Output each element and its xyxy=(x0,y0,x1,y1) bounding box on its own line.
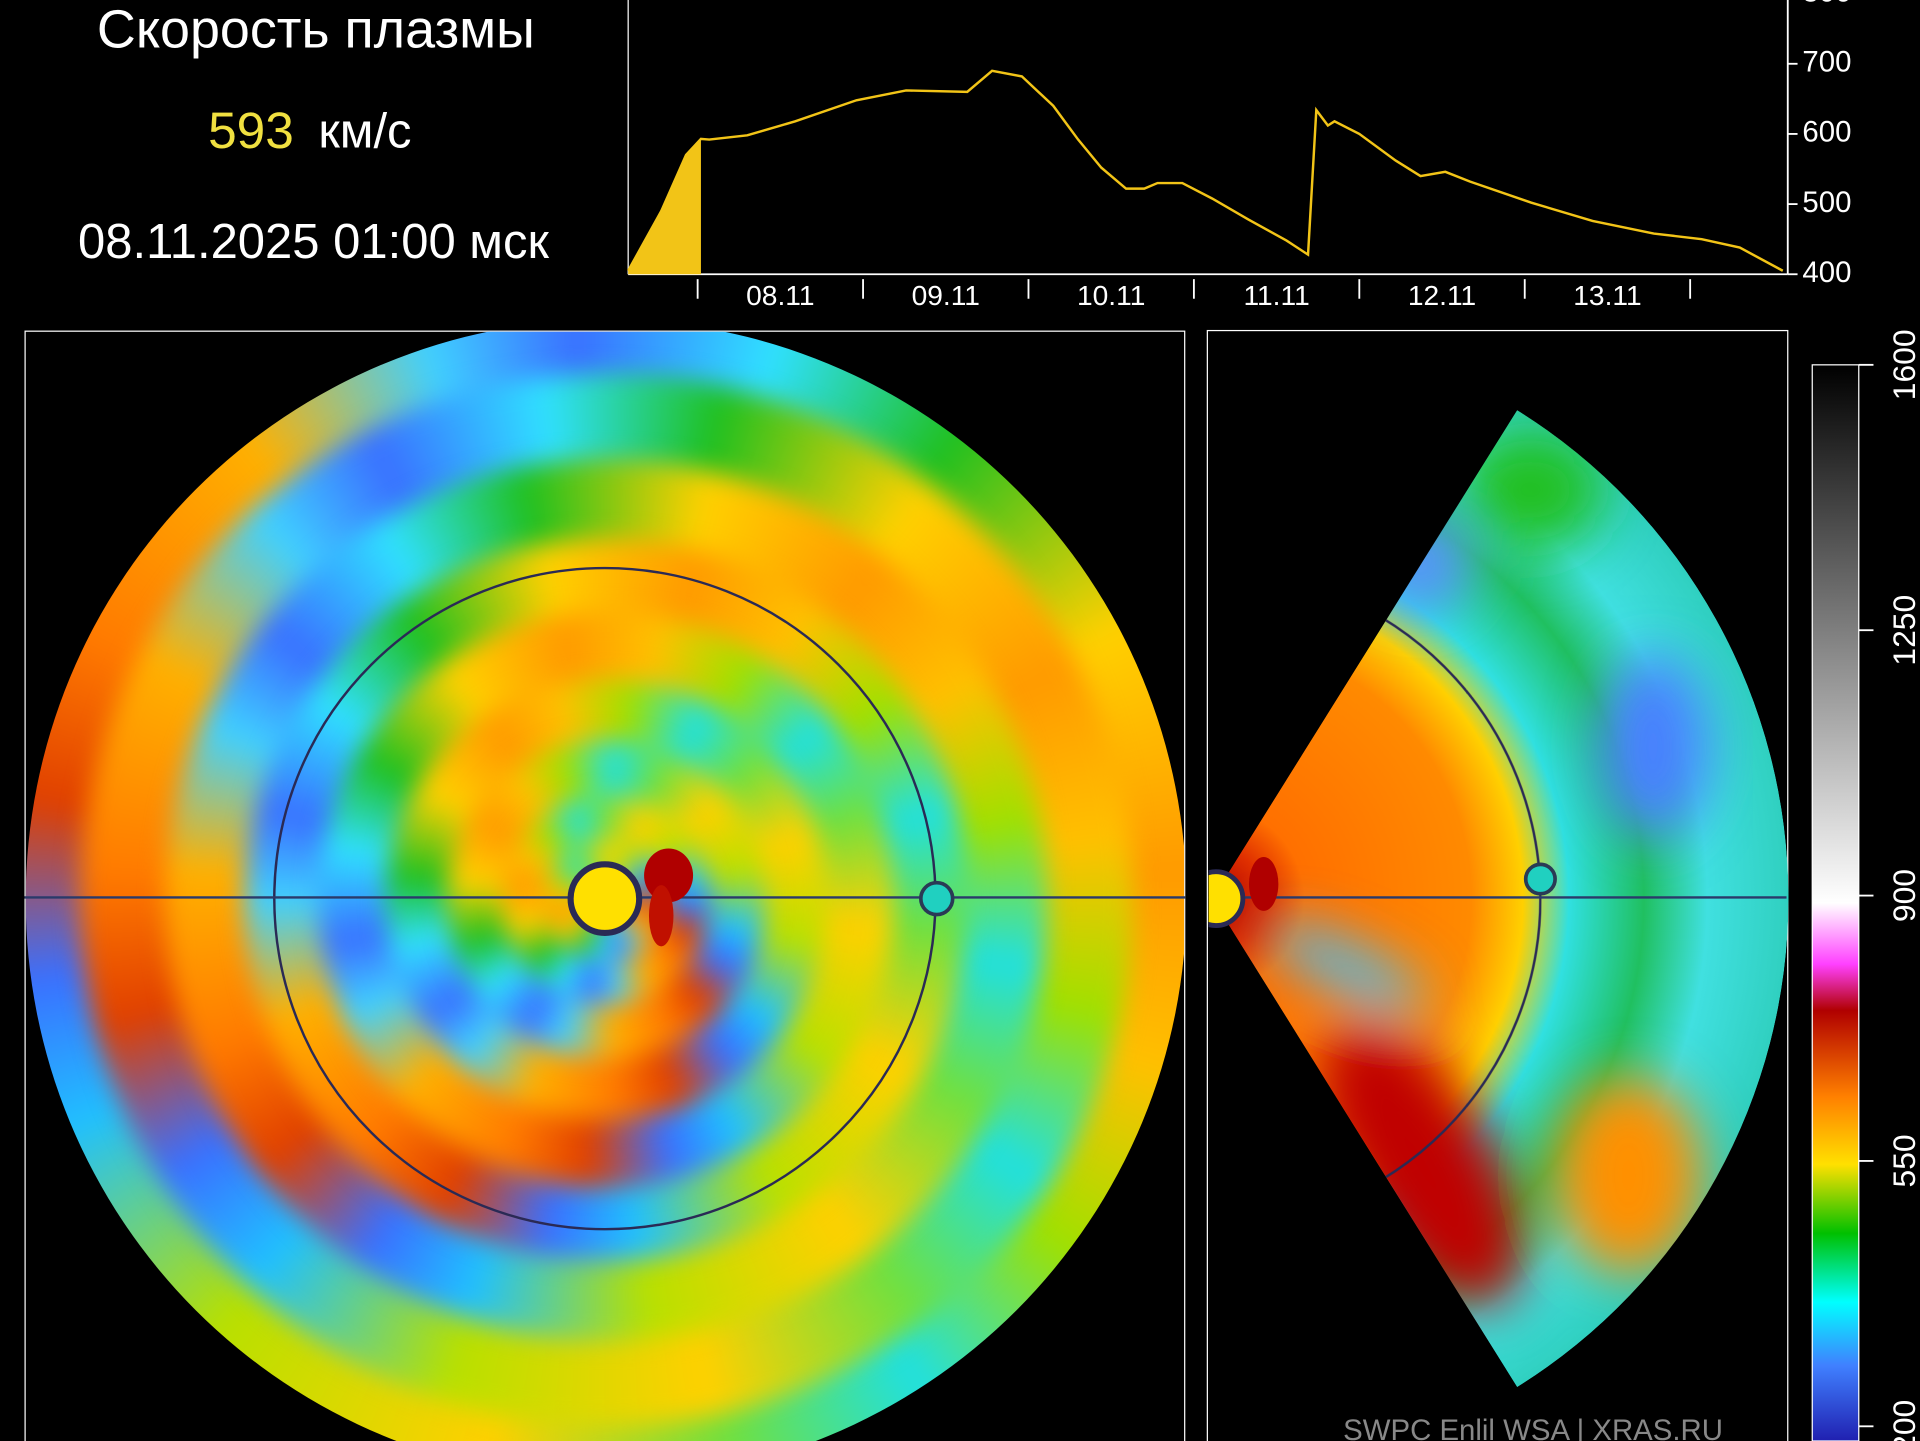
speed-region xyxy=(1318,1020,1523,1306)
colorbar-tick-label: 1250 xyxy=(1886,595,1920,666)
sun xyxy=(1208,869,1246,929)
x-tick-label: 12.11 xyxy=(1408,280,1476,311)
colorbar-tick-label: 200 xyxy=(1886,1400,1920,1441)
speed-value: 593 xyxy=(208,101,294,159)
y-tick-label: 700 xyxy=(1802,46,1851,79)
x-tick-label: 11.11 xyxy=(1243,280,1309,311)
cme xyxy=(648,885,674,947)
speed-line xyxy=(627,69,1784,272)
speed-unit: км/с xyxy=(318,105,411,159)
colorbar xyxy=(1811,364,1860,1441)
credit: SWPC Enlil WSA | XRAS.RU xyxy=(1343,1414,1723,1441)
colorbar-tick-label: 550 xyxy=(1886,1134,1920,1187)
timestamp: 08.11.2025 01:00 мск xyxy=(78,215,549,269)
x-tick-label: 09.11 xyxy=(912,280,980,311)
y-tick-label: 500 xyxy=(1802,186,1851,219)
y-tick-label: 400 xyxy=(1802,256,1851,289)
speed-region xyxy=(1597,655,1709,839)
earth xyxy=(1523,862,1557,896)
y-tick-label: 800 xyxy=(1802,0,1851,8)
earth xyxy=(918,880,955,917)
speed-region xyxy=(1268,925,1426,1009)
colorbar-tick-label: 900 xyxy=(1886,869,1920,922)
speed-region xyxy=(1555,1077,1703,1274)
cme xyxy=(1248,857,1279,911)
colorbar-tick-label: 1600 xyxy=(1886,329,1920,400)
title: Скорость плазмы xyxy=(97,0,535,59)
speed-region xyxy=(1457,428,1605,551)
x-tick-label: 08.11 xyxy=(746,280,814,311)
x-tick-label: 10.11 xyxy=(1077,280,1145,311)
y-tick-label: 600 xyxy=(1802,116,1851,149)
sun xyxy=(567,861,643,936)
x-tick-label: 13.11 xyxy=(1573,280,1641,311)
speed-chart xyxy=(627,0,1789,276)
